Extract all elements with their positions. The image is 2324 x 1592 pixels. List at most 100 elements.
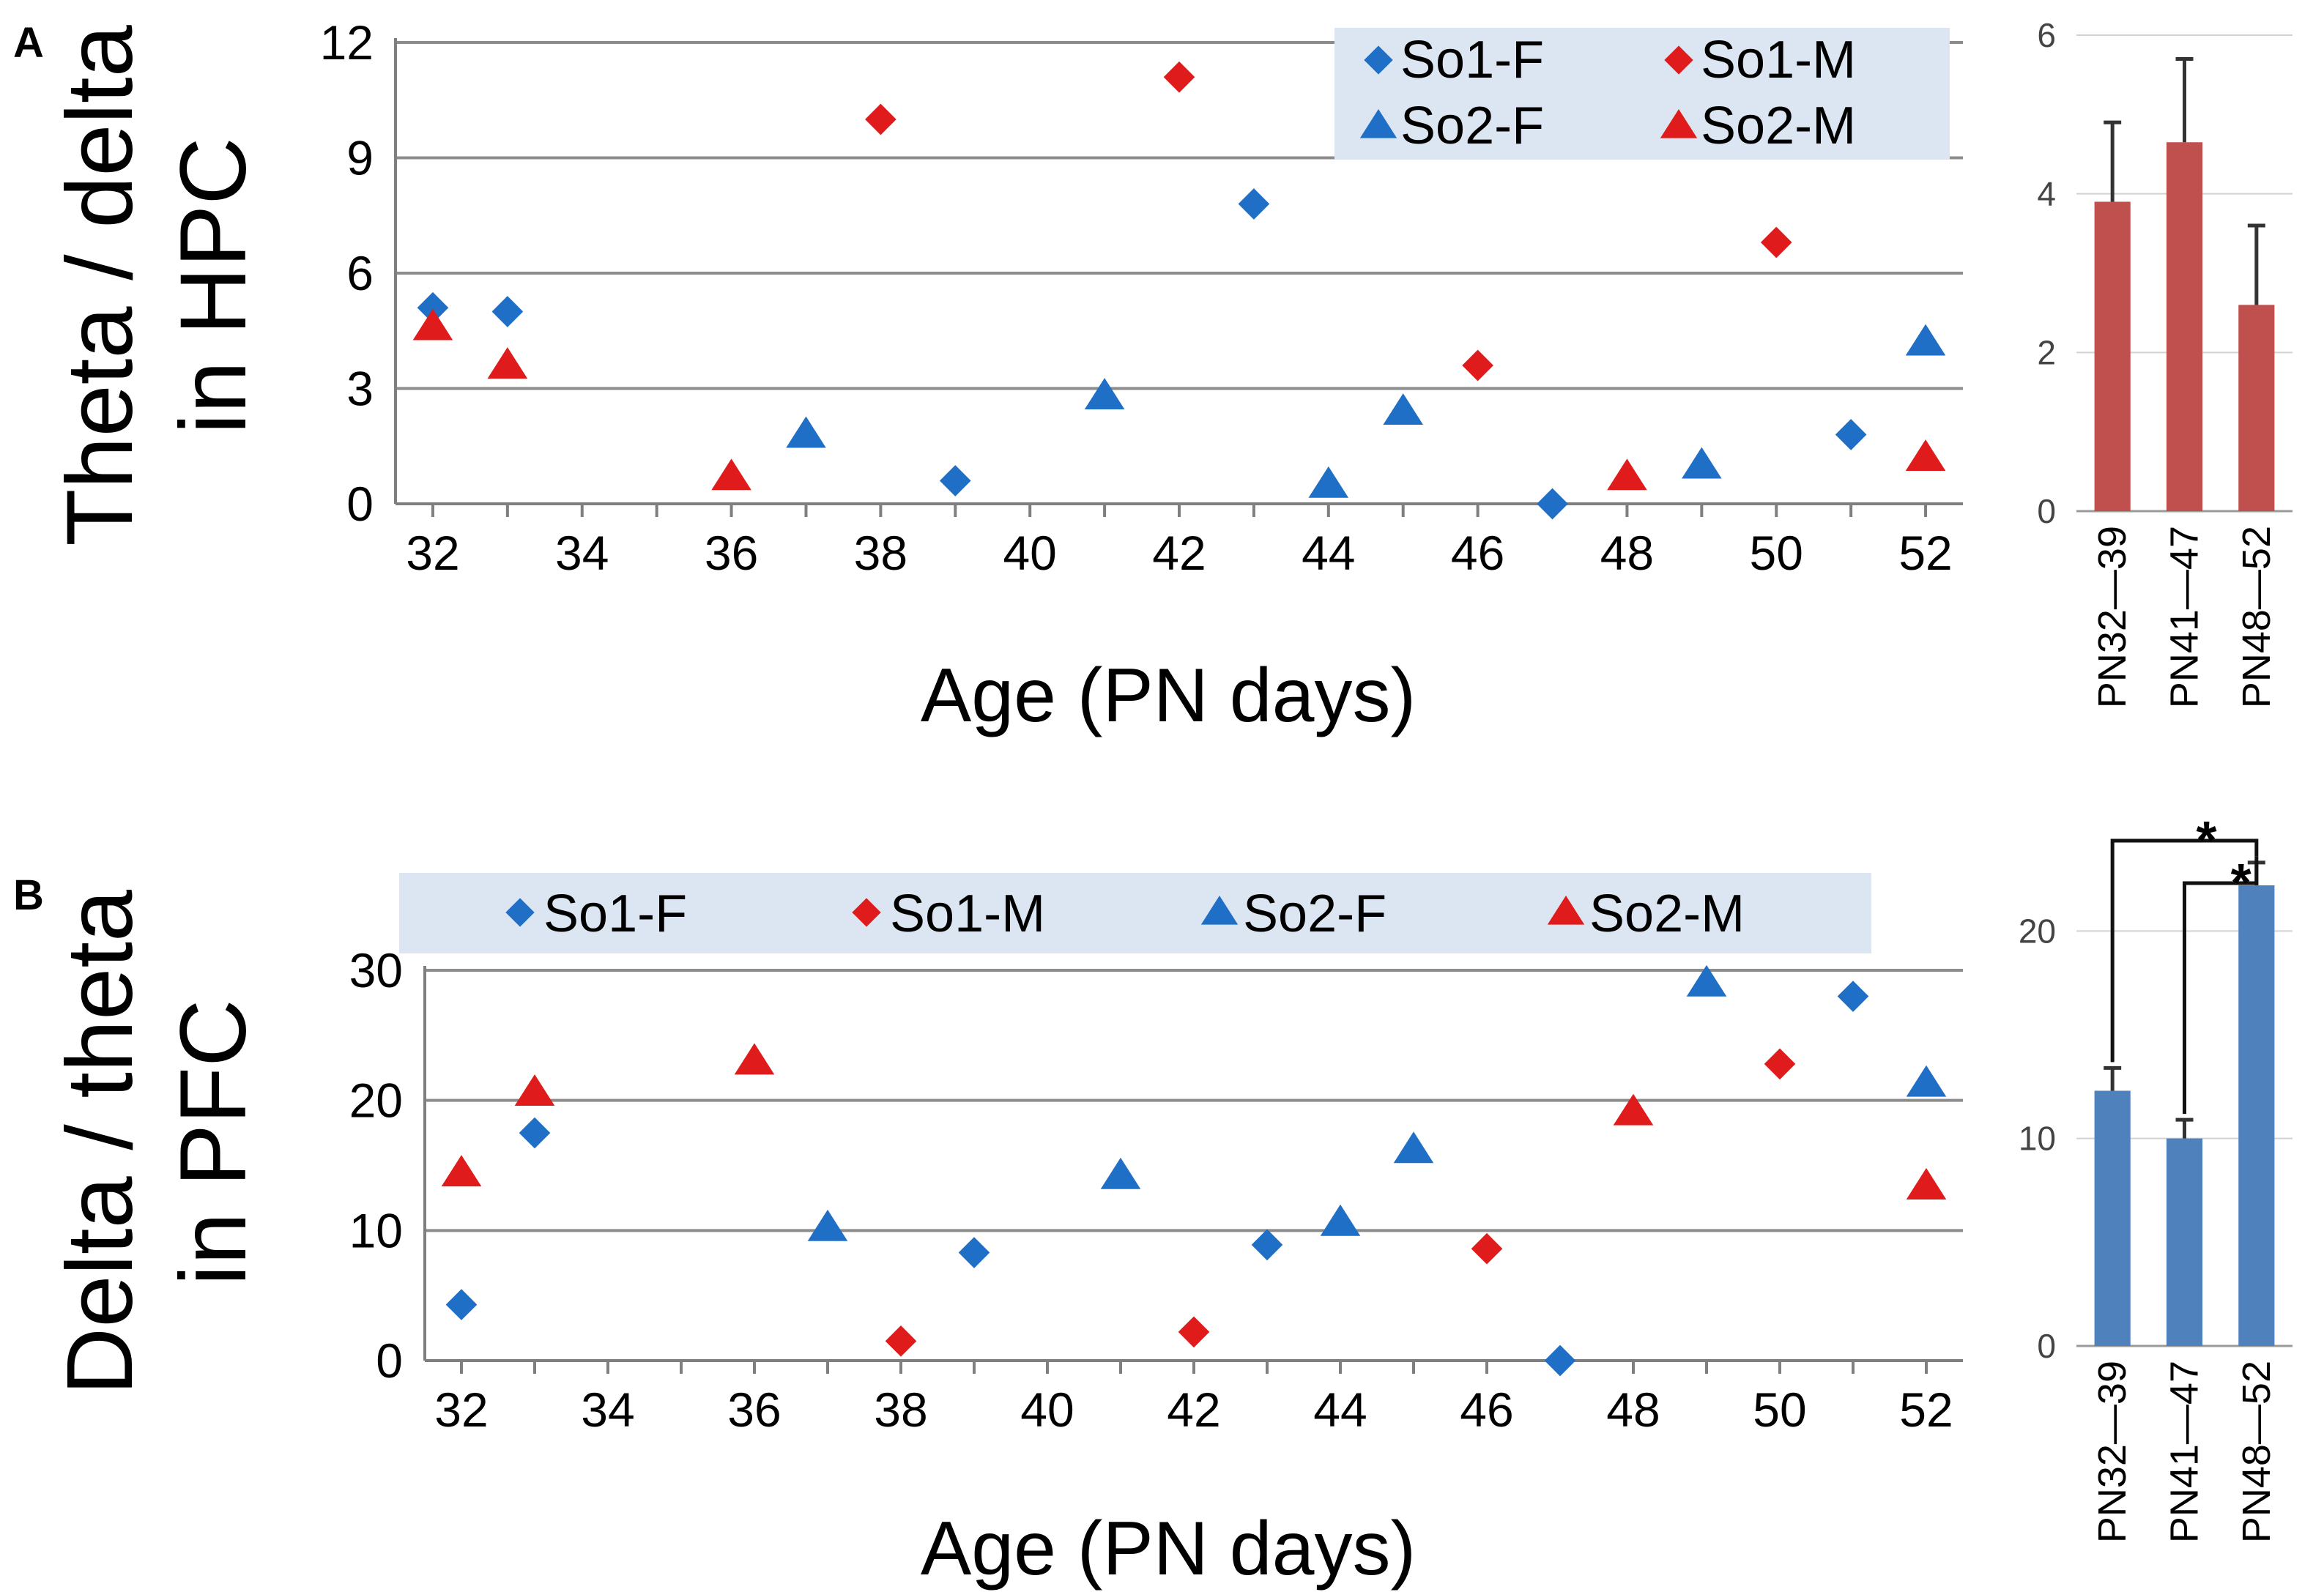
panel-a-y-tick-6: 6 — [346, 246, 374, 300]
point-so2-m-pn32 — [412, 308, 453, 341]
panel-b-x-tick-44: 44 — [1313, 1383, 1367, 1437]
legend-label-so1-f: So1-F — [1400, 31, 1544, 89]
panel-a-bar-category-pn32-39: PN32—39 — [2090, 526, 2134, 708]
legend-marker-so2-m — [1660, 109, 1698, 138]
legend-label-so1-m: So1-M — [1701, 31, 1856, 89]
panel-b-x-tick-50: 50 — [1753, 1383, 1806, 1437]
panel-a-x-tick-52: 52 — [1898, 526, 1952, 580]
point-so1-m-pn38 — [885, 1325, 917, 1357]
panel-b-y-tick-0: 0 — [376, 1334, 403, 1388]
legend-label-so2-f: So2-F — [1400, 97, 1544, 155]
legend-symbol-so2-m — [1660, 109, 1698, 138]
legend-marker-so1-m — [852, 898, 881, 927]
panel-a-data-points — [412, 61, 1946, 520]
panel-a-bar-category-labels: PN32—39 PN41—47 PN48—52 — [2090, 526, 2279, 708]
panel-a-bar-chart: 0 2 4 6 PN32—39 PN41—47 PN48—52 — [2037, 16, 2293, 708]
point-so2-f-pn41 — [1100, 1157, 1141, 1189]
panel-a-axes — [394, 38, 1963, 517]
panel-a-bar-pn32-39 — [2094, 201, 2131, 511]
panel-a-x-tick-labels: 32 34 36 38 40 42 44 46 48 50 52 — [406, 526, 1953, 580]
legend-item-so1-m: So1-M — [1664, 31, 1856, 89]
legend-label-so1-m: So1-M — [890, 885, 1045, 943]
point-so2-f-pn45 — [1393, 1131, 1434, 1164]
panel-b-significance-bracket-2 — [2183, 856, 2259, 1115]
panel-b-bar-y-tick-0: 0 — [2037, 1327, 2056, 1365]
panel-b-x-tick-labels: 32 34 36 38 40 42 44 46 48 50 52 — [434, 1383, 1953, 1437]
panel-b-significance-brackets: ** — [2110, 811, 2259, 1115]
panel-b-y-tick-labels: 0 10 20 30 — [349, 943, 403, 1388]
panel-b-y-tick-10: 10 — [349, 1203, 403, 1257]
panel-b-x-tick-32: 32 — [434, 1383, 488, 1437]
panel-a-x-tick-40: 40 — [1003, 526, 1056, 580]
panel-a-x-tick-36: 36 — [705, 526, 758, 580]
panel-b-y-tick-20: 20 — [349, 1074, 403, 1128]
point-so2-m-pn48 — [1613, 1093, 1654, 1126]
legend-symbol-so2-m — [1547, 896, 1585, 925]
point-so1-m-pn42 — [1163, 61, 1195, 93]
legend-item-so2-f: So2-F — [1359, 97, 1544, 155]
panel-b-bar-pn41-47 — [2166, 1138, 2203, 1346]
panel-b-data-points — [441, 964, 1947, 1377]
panel-b-scatter-plot: 0 10 20 30 32 34 36 38 40 42 44 46 48 50 52 Delta / t… — [48, 873, 1963, 1591]
panel-a-bar-category-pn41-47: PN41—47 — [2163, 526, 2207, 708]
panel-b-x-tick-48: 48 — [1606, 1383, 1660, 1437]
legend-marker-so2-f — [1359, 109, 1397, 138]
point-so1-m-pn46 — [1462, 349, 1493, 382]
panel-a-y-axis-title-line1: Theta / delta — [48, 24, 152, 546]
panel-b-significance-bracket-1 — [2110, 838, 2259, 1063]
panel-a-bar-y-tick-2: 2 — [2037, 333, 2056, 371]
legend-marker-so1-f — [505, 898, 535, 927]
panel-b-bar-y-tick-labels: 0 10 20 — [2019, 912, 2056, 1365]
point-so2-f-pn37 — [786, 416, 826, 448]
point-so1-m-pn46 — [1471, 1232, 1503, 1265]
panel-a-y-tick-3: 3 — [346, 362, 374, 416]
point-so2-f-pn44 — [1308, 466, 1349, 498]
panel-a-bar-y-tick-6: 6 — [2037, 16, 2056, 54]
panel-b-bar-pn48-52 — [2238, 885, 2275, 1346]
panel-a-bar-pn41-47 — [2166, 142, 2203, 511]
point-so2-f-pn41 — [1084, 378, 1125, 410]
panel-a-x-tick-42: 42 — [1152, 526, 1206, 580]
panel-a-bar-y-tick-4: 4 — [2037, 175, 2056, 213]
legend-label-so1-f: So1-F — [543, 885, 687, 943]
panel-b-x-tick-52: 52 — [1899, 1383, 1953, 1437]
legend-item-so2-f: So2-F — [1200, 885, 1386, 943]
panel-b-y-axis-title-line1: Delta / theta — [48, 889, 152, 1395]
panel-b-x-axis-title: Age (PN days) — [921, 1506, 1416, 1591]
panel-a-x-tick-48: 48 — [1600, 526, 1654, 580]
point-so2-m-pn32 — [441, 1155, 482, 1187]
point-so2-m-pn48 — [1607, 458, 1647, 491]
panel-b-bars — [2094, 860, 2275, 1346]
legend-symbol-so1-f — [1364, 45, 1393, 75]
point-so2-f-pn45 — [1383, 393, 1424, 425]
point-so1-f-pn33 — [519, 1117, 551, 1149]
legend-symbol-so2-f — [1359, 109, 1397, 138]
panel-a-bar-y-tick-0: 0 — [2037, 492, 2056, 530]
panel-a-y-tick-12: 12 — [320, 15, 374, 70]
point-so1-f-pn32 — [417, 291, 449, 324]
panel-a-y-axis-title-line2: in HPC — [161, 137, 266, 434]
point-so2-f-pn52 — [1906, 1065, 1947, 1097]
point-so1-m-pn42 — [1178, 1316, 1210, 1348]
panel-b-x-tick-34: 34 — [581, 1383, 634, 1437]
panel-a-x-tick-34: 34 — [555, 526, 609, 580]
panel-a-bar-y-tick-labels: 0 2 4 6 — [2037, 16, 2056, 530]
point-so1-m-pn38 — [865, 103, 896, 135]
panel-b-x-tick-40: 40 — [1020, 1383, 1074, 1437]
panel-a-bars — [2094, 57, 2275, 511]
panel-b-y-tick-30: 30 — [349, 943, 403, 997]
point-so2-m-pn33 — [514, 1074, 555, 1106]
legend-symbol-so2-f — [1200, 896, 1239, 925]
panel-a-x-tick-50: 50 — [1750, 526, 1803, 580]
panel-b-significance-star-2: * — [2231, 854, 2251, 912]
point-so1-f-pn39 — [958, 1237, 990, 1268]
legend-item-so1-f: So1-F — [1364, 31, 1544, 89]
legend-marker-so2-f — [1200, 896, 1239, 925]
panel-b-bar-y-tick-10: 10 — [2019, 1120, 2056, 1158]
panel-b-x-tick-42: 42 — [1167, 1383, 1220, 1437]
legend-label-so2-m: So2-M — [1701, 97, 1856, 155]
legend-marker-so1-m — [1664, 45, 1693, 75]
